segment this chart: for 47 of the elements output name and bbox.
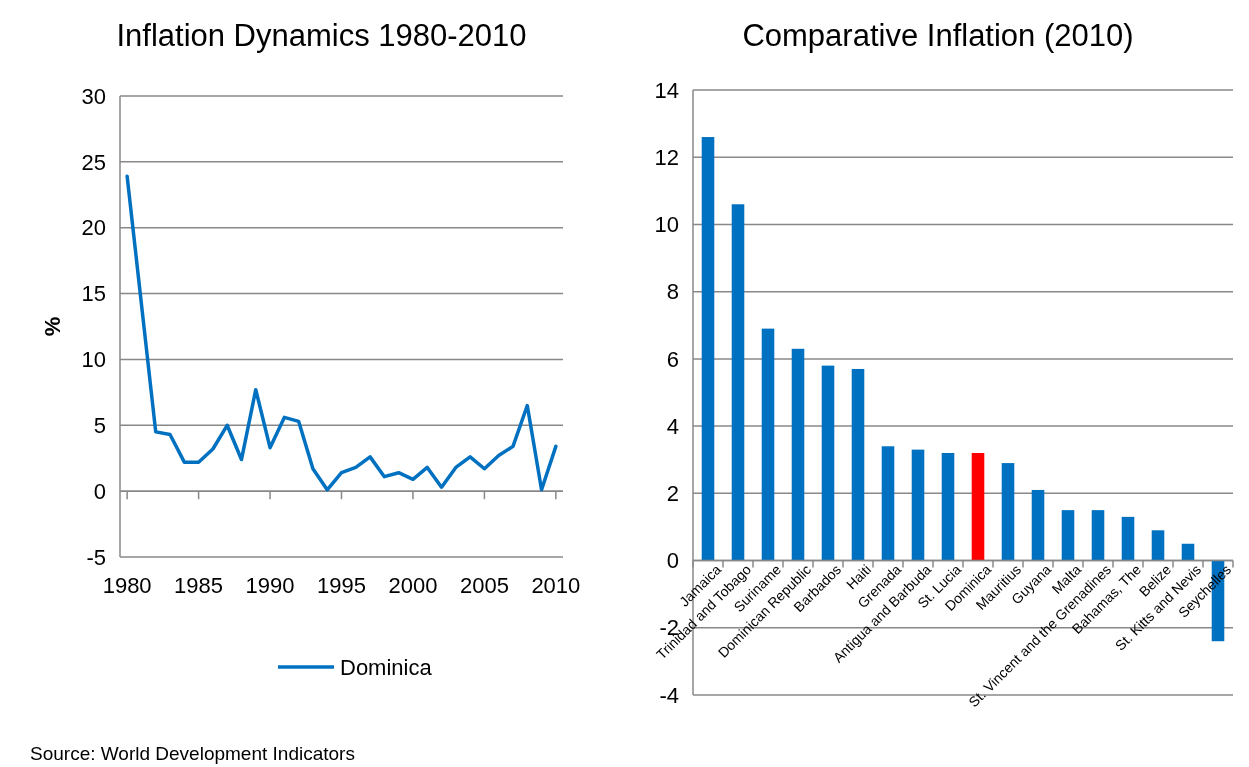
chart-title: Inflation Dynamics 1980-2010 [116, 18, 527, 53]
y-tick-label: 0 [93, 478, 106, 504]
y-tick-label: 14 [654, 77, 679, 103]
bar [941, 453, 955, 561]
bar [821, 365, 835, 561]
y-tick-label: 2 [666, 481, 679, 507]
y-tick-label: 8 [666, 279, 679, 305]
y-tick-label: 5 [93, 412, 106, 438]
bar [791, 348, 805, 561]
x-tick-label: 2005 [459, 573, 509, 598]
bar [1181, 543, 1195, 561]
y-tick-label: 10 [81, 347, 106, 373]
line-series [125, 174, 558, 492]
bar [731, 204, 745, 561]
y-tick-label: 25 [81, 149, 106, 175]
y-tick-label: 12 [654, 144, 679, 170]
y-tick-label: 4 [666, 413, 679, 439]
x-tick-label: 1990 [245, 573, 295, 598]
y-tick-label: 30 [81, 83, 106, 109]
bar [911, 449, 925, 561]
bar [851, 368, 865, 561]
bar [1151, 530, 1165, 561]
y-tick-label: -4 [659, 682, 679, 708]
y-axis-title: % [40, 316, 65, 337]
bar [1121, 516, 1135, 561]
legend-label: Dominica [340, 654, 433, 680]
x-tick-label: 2010 [531, 573, 581, 598]
x-tick-label: 1980 [102, 573, 152, 598]
bar [701, 137, 715, 561]
x-tick-label: 1995 [317, 573, 366, 598]
bar [1001, 463, 1015, 561]
x-tick-label: 1985 [174, 573, 224, 598]
bar [1091, 510, 1105, 561]
y-tick-label: 20 [81, 215, 106, 241]
bar [971, 453, 985, 561]
bar [1031, 489, 1045, 561]
x-tick-label: 2000 [388, 573, 438, 598]
source-note: Source: World Development Indicators [30, 743, 355, 764]
bar [881, 446, 895, 561]
bar [761, 328, 775, 561]
y-tick-label: -5 [86, 544, 106, 570]
y-tick-label: 0 [666, 548, 679, 574]
y-tick-label: 6 [666, 346, 679, 372]
chart-title: Comparative Inflation (2010) [742, 18, 1134, 53]
y-tick-label: 15 [81, 281, 106, 307]
y-tick-label: 10 [654, 212, 679, 238]
bar [1061, 510, 1075, 561]
